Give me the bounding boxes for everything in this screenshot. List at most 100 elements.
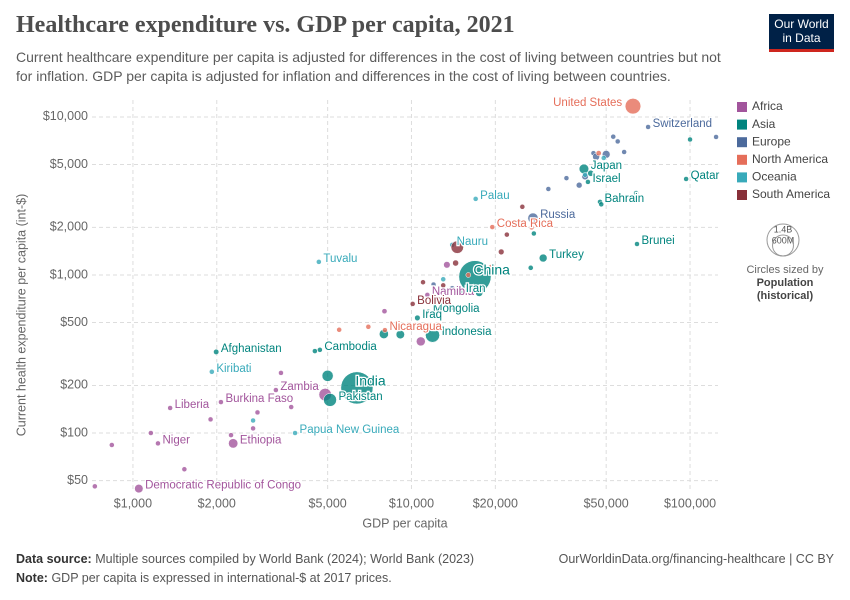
chart-subtitle: Current healthcare expenditure per capit… (16, 49, 721, 84)
bubble (514, 221, 521, 227)
bubble (489, 224, 496, 230)
y-tick-label: $200 (60, 378, 88, 392)
bubble (450, 240, 464, 254)
x-tick-label: $5,000 (309, 496, 347, 510)
x-tick-label: $2,000 (198, 496, 236, 510)
bubble (610, 133, 616, 140)
bubble (395, 330, 405, 340)
bubble (365, 324, 372, 330)
bubble (317, 347, 323, 353)
legend-label: Africa (752, 99, 783, 113)
bubble (278, 370, 284, 376)
bubble (443, 261, 451, 269)
bubble (382, 327, 388, 333)
bubble (207, 416, 214, 423)
legend-swatch (737, 154, 747, 165)
bubble (449, 285, 456, 292)
bubble (683, 176, 689, 182)
bubble (578, 163, 589, 174)
bubble (472, 196, 479, 202)
legend-label: Europe (752, 134, 791, 148)
point-label: Switzerland (653, 118, 712, 130)
bubble (487, 263, 498, 275)
point-label: Burkina Faso (225, 393, 293, 405)
note-label: Note: (16, 571, 48, 585)
bubble (614, 138, 621, 145)
bubble (414, 314, 421, 321)
bubble (504, 231, 510, 238)
size-legend-circle (772, 234, 794, 257)
point-label: Liberia (175, 399, 210, 411)
bubble (292, 430, 298, 436)
y-tick-label: $100 (60, 425, 88, 439)
bubble (576, 182, 583, 189)
bubble (381, 308, 388, 315)
point-label: Brunei (641, 235, 674, 247)
point-label: United States (553, 97, 622, 109)
legend-label: Asia (752, 117, 776, 131)
bubble (633, 190, 639, 196)
bubble (288, 404, 294, 410)
bubble (587, 169, 595, 177)
bubble (416, 336, 426, 347)
point-label: Nauru (457, 236, 488, 248)
bubble (645, 124, 651, 130)
point-label: Iran (466, 283, 486, 295)
point-label: Zambia (280, 381, 319, 393)
point-label: China (473, 261, 510, 277)
bubble (435, 296, 442, 303)
bubble (713, 134, 719, 140)
point-label: Qatar (691, 170, 720, 182)
bubble (254, 409, 261, 416)
legend-swatch (737, 119, 747, 130)
bubble (323, 393, 337, 407)
point-label: Democratic Republic of Congo (145, 480, 301, 492)
bubble (452, 259, 459, 267)
bubble (228, 432, 234, 438)
bubble (634, 241, 640, 247)
legend-swatch (737, 137, 747, 148)
legend-swatch (737, 102, 747, 112)
bubble (420, 279, 426, 285)
bubble (336, 327, 342, 333)
x-tick-label: $20,000 (473, 496, 518, 510)
point-label: Iraq (422, 309, 442, 321)
y-axis-label: Current health expenditure per capita (i… (14, 194, 28, 437)
legend-label: North America (752, 152, 828, 166)
bubble (346, 344, 353, 350)
note: GDP per capita is expressed in internati… (51, 571, 392, 585)
bubble (527, 265, 534, 271)
bubble (134, 484, 144, 494)
point-label: Bolivia (417, 295, 451, 307)
bubble (155, 440, 161, 447)
point-label: Mongolia (433, 303, 480, 315)
bubble (519, 204, 526, 210)
bubble (250, 425, 256, 432)
bubble (148, 430, 154, 436)
footer: Data source: Multiple sources compiled b… (16, 550, 834, 588)
bubble (340, 371, 374, 405)
bubble (563, 175, 570, 181)
logo[interactable]: Our World in Data (769, 14, 834, 52)
legend-label: Oceania (752, 170, 797, 184)
point-label: Papua New Guinea (300, 424, 400, 436)
bubble (181, 466, 188, 472)
bubble (545, 186, 552, 192)
legend-swatch (737, 172, 747, 183)
bubble (585, 179, 591, 185)
y-tick-label: $2,000 (50, 220, 88, 234)
bubble (475, 289, 484, 297)
y-tick-label: $500 (60, 315, 88, 329)
point-label: Costa Rica (497, 218, 554, 230)
source-url[interactable]: OurWorldinData.org/financing-healthcare … (558, 552, 834, 566)
point-label: India (355, 373, 386, 389)
y-tick-label: $50 (67, 473, 88, 487)
x-tick-label: $10,000 (389, 496, 434, 510)
bubble (498, 248, 505, 256)
size-legend-label: 1.4B (774, 224, 793, 234)
bubble (430, 281, 437, 288)
bubble (582, 172, 588, 178)
bubble (273, 387, 279, 393)
point-label: Nicaragua (389, 321, 442, 333)
legend-label: South America (752, 187, 830, 201)
